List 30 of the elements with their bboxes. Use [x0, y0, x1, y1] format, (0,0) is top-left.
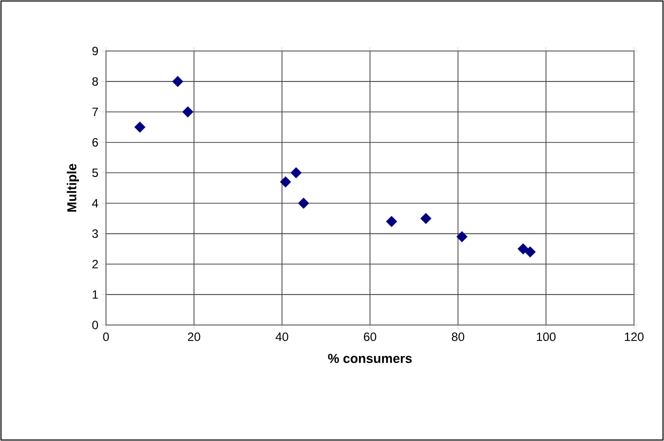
x-tick-label: 80	[452, 332, 464, 342]
y-tick-label: 6	[92, 138, 98, 147]
point	[182, 106, 194, 118]
x-axis-title: % consumers	[328, 354, 412, 364]
y-tick-label: 9	[92, 46, 98, 56]
y-tick-label: 4	[92, 199, 98, 208]
point	[290, 167, 302, 178]
y-tick-label: 1	[92, 290, 98, 299]
point	[518, 243, 529, 254]
y-axis-title: Multiple	[66, 164, 79, 212]
point	[280, 176, 292, 188]
y-tick-label: 3	[92, 229, 98, 238]
y-tick-label: 8	[92, 77, 98, 86]
point	[420, 212, 432, 224]
point	[134, 122, 146, 133]
x-tick-label: 60	[364, 332, 376, 342]
point	[524, 246, 536, 258]
y-tick-label: 5	[92, 168, 98, 177]
point	[456, 231, 468, 242]
x-tick-label: 20	[188, 332, 200, 342]
y-tick-label: 0	[92, 320, 98, 330]
point	[298, 198, 310, 209]
x-tick-label: 40	[276, 332, 288, 342]
x-tick-label: 0	[103, 332, 109, 342]
x-tick-label: 100	[536, 332, 556, 342]
x-tick-label: 120	[624, 332, 644, 342]
point	[386, 216, 398, 228]
y-tick-label: 7	[92, 108, 98, 116]
point	[172, 76, 184, 88]
y-tick-label: 2	[92, 260, 98, 268]
